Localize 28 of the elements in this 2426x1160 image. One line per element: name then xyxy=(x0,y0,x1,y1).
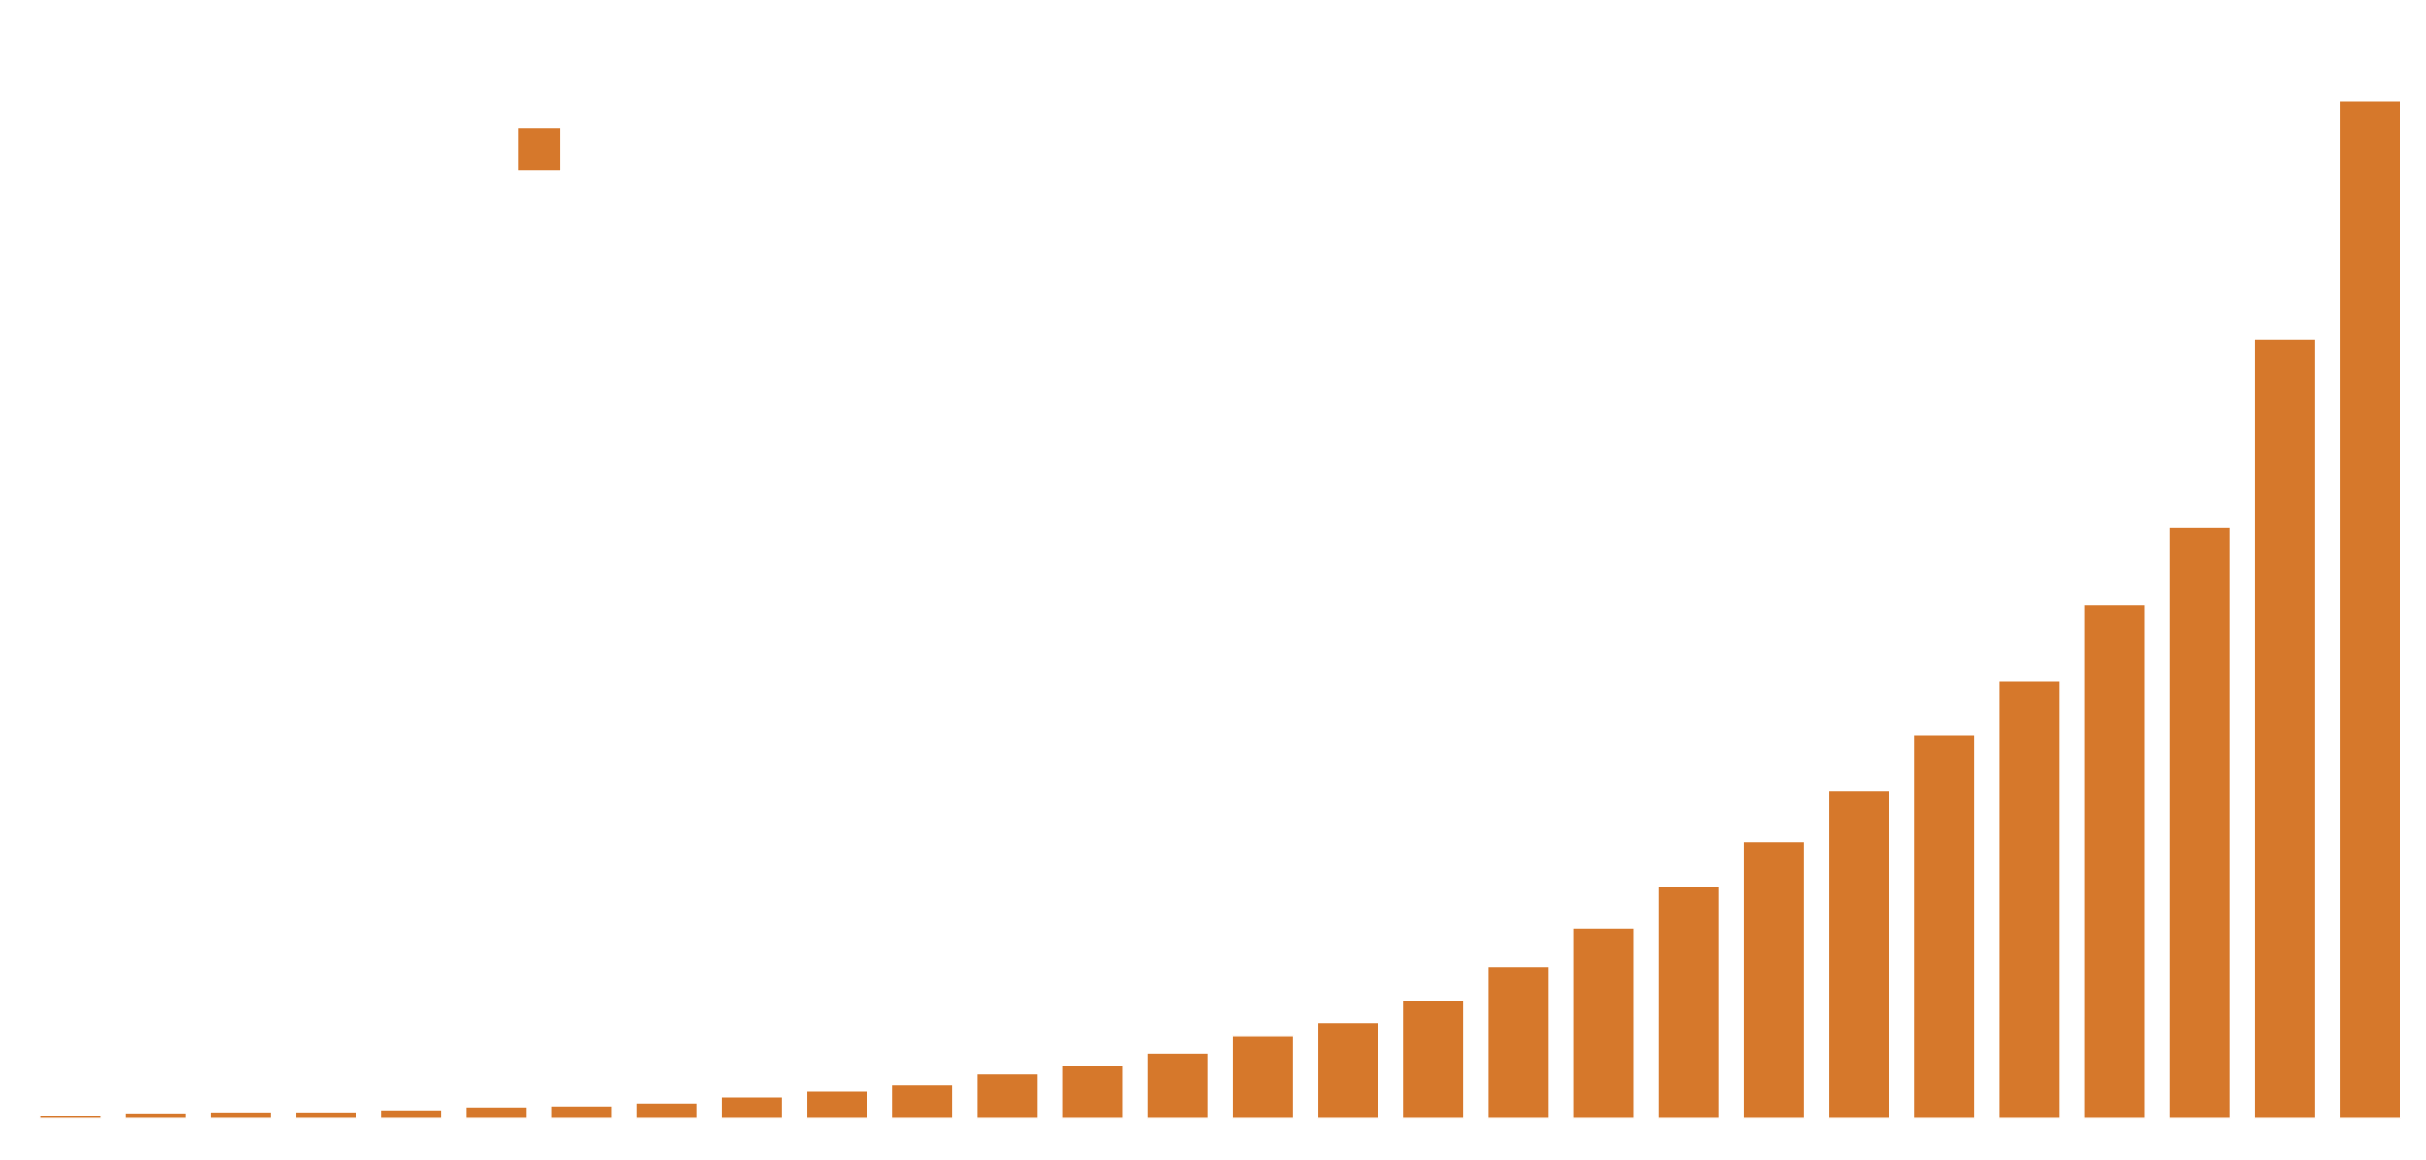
bar xyxy=(2338,100,2402,1119)
bar xyxy=(1742,840,1806,1119)
bar xyxy=(1657,885,1721,1119)
bar xyxy=(805,1090,869,1119)
bar xyxy=(2253,338,2317,1119)
bar xyxy=(1401,999,1465,1119)
bar xyxy=(124,1112,188,1119)
bar xyxy=(294,1111,358,1119)
bar xyxy=(720,1096,784,1119)
bar xyxy=(890,1083,954,1119)
bar xyxy=(379,1109,443,1119)
bar xyxy=(209,1111,273,1119)
bar xyxy=(1061,1064,1124,1119)
bar xyxy=(1231,1035,1295,1119)
bar xyxy=(635,1102,699,1119)
bar xyxy=(39,1114,102,1119)
bar xyxy=(1912,734,1976,1119)
bar xyxy=(2168,526,2232,1119)
bar xyxy=(1146,1052,1210,1119)
bar xyxy=(976,1072,1039,1119)
bar xyxy=(1487,965,1550,1119)
bar xyxy=(1827,789,1891,1119)
bar xyxy=(1998,680,2061,1119)
bar xyxy=(2083,603,2146,1119)
bar xyxy=(550,1105,613,1119)
bar xyxy=(1316,1021,1380,1119)
bar xyxy=(1572,927,1635,1119)
bar xyxy=(464,1106,528,1119)
